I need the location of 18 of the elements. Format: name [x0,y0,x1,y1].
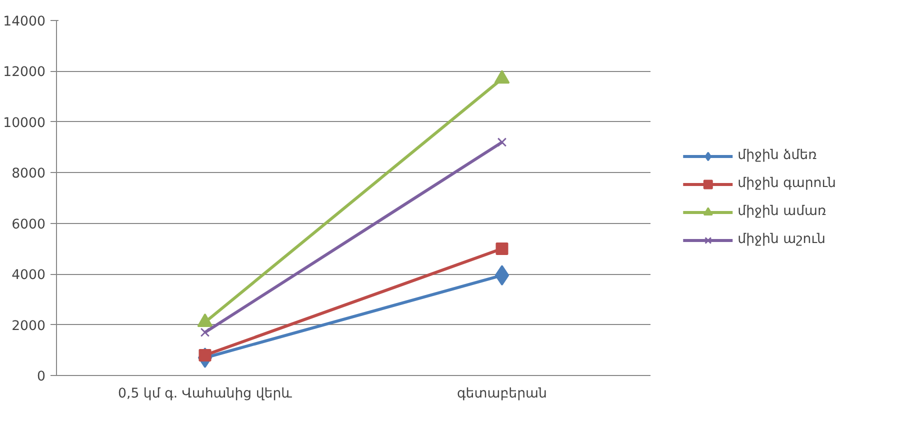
y-tick-label: 4000 [12,268,46,284]
x-tick-label: 0,5 կմ գ. Վահանից վերև [118,386,292,402]
y-tick-label: 10000 [3,116,46,131]
y-tick-label: 0 [37,370,46,384]
legend-label: միջին ձմեռ [738,148,817,163]
y-tick-label: 14000 [3,14,46,30]
y-tick-label: 2000 [12,318,46,334]
y-tick-label: 8000 [12,166,46,182]
point [496,242,508,255]
point [494,265,510,286]
legend-label: միջին գարուն [738,176,836,191]
legend-label: միջին ամառ [738,204,826,219]
legend-label: միջին աշուն [738,232,826,247]
y-tick-label: 6000 [12,217,46,232]
x-tick-label: գետաբերան [457,386,547,402]
y-tick-label: 12000 [3,65,46,80]
point [200,328,210,338]
point [497,138,507,147]
